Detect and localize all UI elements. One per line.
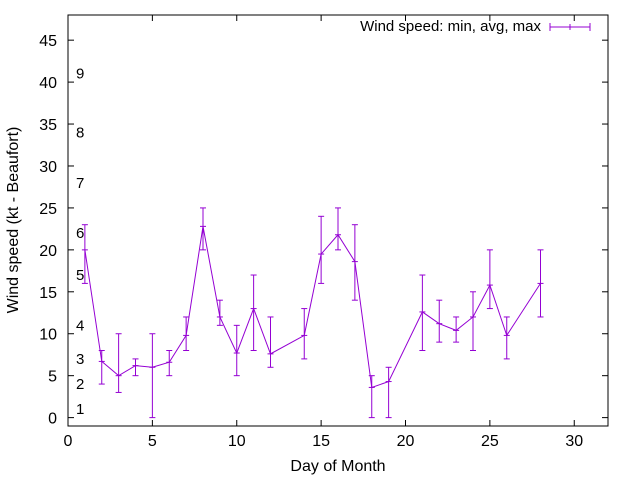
y-tick-label: 10	[39, 327, 57, 344]
y-tick-label: 35	[39, 117, 57, 134]
errorbar-point	[453, 316, 460, 343]
x-tick-label: 30	[565, 433, 583, 450]
errorbar-point	[233, 324, 240, 377]
series-polyline	[84, 226, 541, 389]
errorbar-point	[98, 350, 105, 385]
beaufort-scale-labels: 1 2 3 4 5 6 7 8 9	[76, 66, 84, 419]
x-tick-label: 25	[481, 433, 499, 450]
errorbar-point	[537, 249, 544, 318]
errorbar-point	[470, 291, 476, 352]
errorbar-point	[81, 224, 88, 284]
plot-frame	[67, 14, 609, 427]
errorbar-point	[115, 333, 122, 393]
y-tick-label: 30	[39, 159, 57, 176]
errorbar-point	[419, 274, 426, 352]
errorbar-point	[318, 215, 325, 284]
y-tick-label: 15	[39, 285, 57, 302]
series-line	[84, 226, 541, 389]
beaufort-label: 8	[76, 124, 84, 141]
y-axis-label: Wind speed (kt - Beaufort)	[5, 127, 22, 314]
x-tick-label: 20	[397, 433, 415, 450]
errorbar-point	[166, 350, 173, 377]
errorbar-point	[216, 299, 223, 326]
legend-label: Wind speed: min, avg, max	[360, 18, 541, 35]
errorbar-point	[301, 308, 308, 360]
y-tick-label: 5	[48, 369, 57, 386]
errorbar-point	[132, 358, 139, 377]
beaufort-label: 5	[76, 267, 84, 284]
errorbar-point	[385, 366, 392, 419]
errorbar-point	[351, 224, 358, 301]
beaufort-label: 1	[76, 401, 84, 418]
errorbar-point	[149, 333, 156, 419]
beaufort-label: 4	[76, 317, 84, 334]
errorbar-point	[503, 316, 510, 360]
errorbar-point	[335, 207, 341, 251]
errorbar-point	[267, 316, 274, 368]
beaufort-label: 6	[76, 225, 84, 242]
series-errorbars	[81, 207, 544, 419]
errorbar-point	[183, 316, 190, 352]
errorbar-point	[200, 207, 206, 251]
y-tick-label: 25	[39, 201, 57, 218]
y-tick-label: 0	[48, 411, 57, 428]
beaufort-label: 7	[76, 175, 84, 192]
x-tick-label: 5	[148, 433, 157, 450]
beaufort-label: 9	[76, 66, 84, 83]
x-tick-label: 10	[228, 433, 246, 450]
errorbar-point	[250, 274, 257, 352]
x-axis-label: Day of Month	[290, 458, 385, 475]
errorbar-point	[368, 375, 375, 419]
y-tick-label: 20	[39, 243, 57, 260]
y-tick-label: 45	[39, 33, 57, 50]
errorbar-point	[486, 249, 493, 310]
errorbar-point	[436, 299, 443, 343]
x-tick-label: 0	[64, 433, 73, 450]
legend: Wind speed: min, avg, max	[360, 18, 591, 35]
y-tick-label: 40	[39, 75, 57, 92]
x-axis-ticks: 0 5 10 15 20 25 30	[64, 15, 583, 450]
x-tick-label: 15	[312, 433, 330, 450]
beaufort-label: 3	[76, 351, 84, 368]
beaufort-label: 2	[76, 376, 84, 393]
